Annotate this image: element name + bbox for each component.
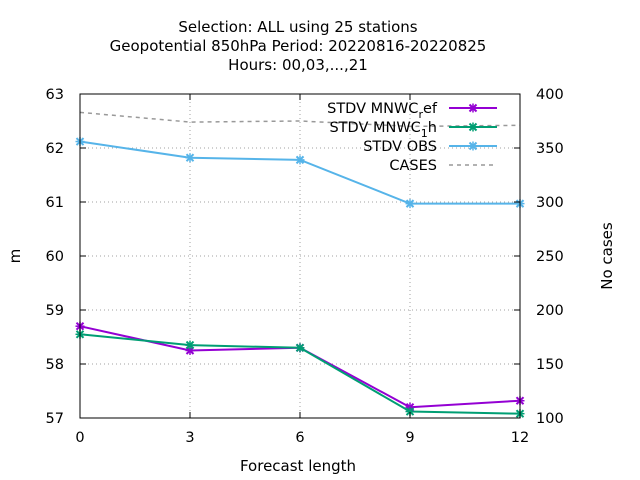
data-point (468, 141, 478, 151)
x-tick-label: 0 (75, 430, 84, 446)
x-tick-label: 9 (405, 430, 414, 446)
y2-axis-label: No cases (598, 222, 616, 290)
title-line: Hours: 00,03,...,21 (228, 56, 368, 74)
title-line: Selection: ALL using 25 stations (178, 18, 417, 36)
y2-tick-label: 250 (536, 249, 564, 265)
grid (80, 94, 520, 418)
x-tick-label: 3 (185, 430, 194, 446)
legend-entry-label: STDV OBS (363, 139, 437, 155)
data-point (185, 340, 195, 350)
data-point (295, 343, 305, 353)
y2-tick-label: 150 (536, 357, 564, 373)
data-point (405, 199, 415, 209)
data-point (185, 153, 195, 163)
y2-tick-label: 200 (536, 303, 564, 319)
series-line (79, 111, 521, 128)
x-axis-label: Forecast length (240, 457, 356, 475)
y-axis-label: m (6, 249, 24, 264)
y2-tick-label: 300 (536, 195, 564, 211)
legend-entry-label: CASES (389, 158, 437, 174)
series-lines (75, 111, 525, 419)
y-tick-label: 57 (46, 411, 64, 427)
data-point (468, 103, 478, 113)
y-tick-label: 62 (46, 141, 64, 157)
data-point (468, 122, 478, 132)
axis-ticks: 0 3 6 9 12 57 58 59 60 61 62 63 100 150 200 250 300 350 40… (46, 87, 564, 446)
legend-entry-label: STDV MNWCref (327, 101, 438, 121)
y-tick-label: 61 (46, 195, 64, 211)
y2-tick-label: 400 (536, 87, 564, 103)
x-tick-label: 12 (511, 430, 529, 446)
title-line: Geopotential 850hPa Period: 20220816-202… (110, 37, 487, 55)
legend-entry-label: STDV MNWC1h (329, 120, 437, 140)
y-tick-label: 63 (46, 87, 64, 103)
y-tick-label: 58 (46, 357, 64, 373)
x-tick-label: 6 (295, 430, 304, 446)
y2-tick-label: 350 (536, 141, 564, 157)
chart-title: Selection: ALL using 25 stationsGeopoten… (110, 18, 487, 74)
y-tick-label: 60 (46, 249, 64, 265)
y-tick-label: 59 (46, 303, 64, 319)
y2-tick-label: 100 (536, 411, 564, 427)
data-point (295, 155, 305, 165)
